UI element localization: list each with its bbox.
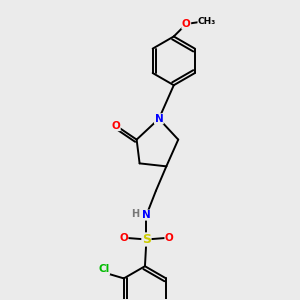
Text: N: N: [154, 114, 163, 124]
Text: O: O: [111, 121, 120, 130]
Text: O: O: [165, 233, 174, 243]
Text: H: H: [131, 208, 139, 219]
Text: N: N: [142, 210, 151, 220]
Text: CH₃: CH₃: [198, 17, 216, 26]
Text: O: O: [182, 19, 190, 29]
Text: S: S: [142, 233, 151, 246]
Text: Cl: Cl: [98, 265, 110, 275]
Text: O: O: [119, 233, 128, 243]
